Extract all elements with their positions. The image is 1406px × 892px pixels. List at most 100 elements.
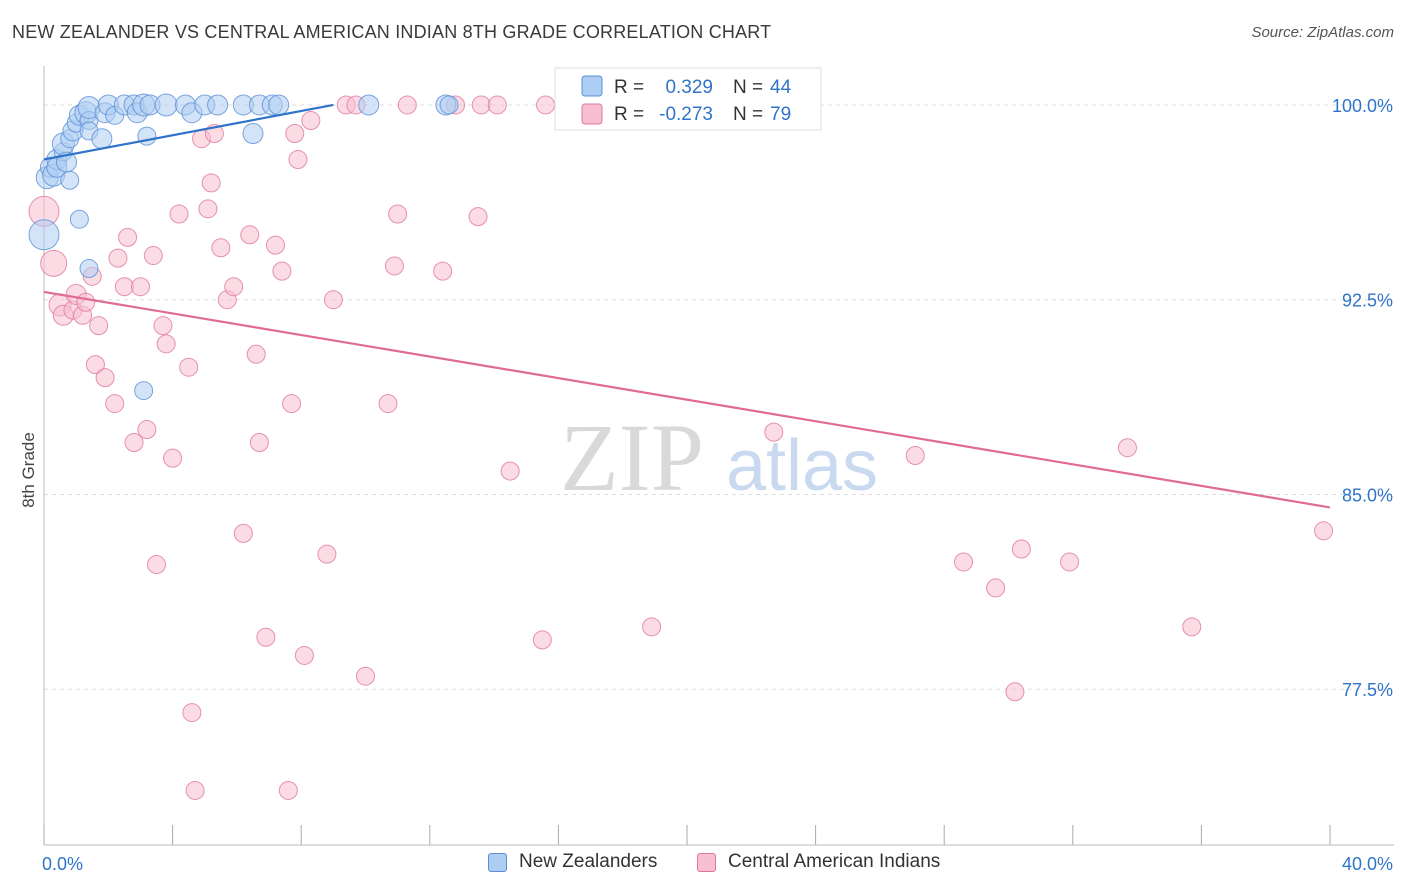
- data-point: [134, 381, 154, 401]
- legend-swatch-central-american-indians: [697, 852, 716, 872]
- data-point: [28, 219, 60, 251]
- y-tick-label: 77.5%: [1342, 680, 1393, 700]
- data-point: [500, 461, 520, 481]
- y-axis-title: 8th Grade: [19, 432, 38, 508]
- data-point: [388, 204, 408, 224]
- data-point: [246, 344, 266, 364]
- data-point: [89, 316, 109, 336]
- data-point: [487, 95, 507, 115]
- legend-swatch-new-zealanders: [488, 852, 507, 872]
- data-point: [156, 334, 176, 354]
- legend-item-new-zealanders[interactable]: New Zealanders: [488, 851, 657, 873]
- data-point: [137, 126, 157, 146]
- data-point: [1005, 682, 1025, 702]
- y-tick-label: 100.0%: [1332, 96, 1393, 116]
- data-point: [356, 666, 375, 686]
- data-point: [468, 207, 488, 227]
- data-point: [147, 555, 167, 575]
- data-point: [79, 259, 99, 279]
- data-point: [317, 544, 337, 564]
- data-point: [242, 123, 264, 145]
- data-point: [143, 246, 163, 266]
- data-point: [256, 627, 276, 647]
- data-point: [358, 94, 380, 116]
- data-point: [268, 94, 290, 116]
- data-point: [265, 235, 285, 255]
- legend-label-central-american-indians: Central American Indians: [728, 851, 941, 872]
- legend-n-value-2: 79: [770, 104, 791, 125]
- x-tick-labels: 0.0% 40.0%: [42, 854, 1393, 874]
- data-point: [764, 422, 784, 442]
- data-point: [60, 170, 80, 190]
- x-tick-label-min: 0.0%: [42, 854, 83, 874]
- data-point: [953, 552, 973, 572]
- data-point: [642, 617, 662, 637]
- data-point: [163, 448, 183, 468]
- source-credit: Source: ZipAtlas.com: [1251, 24, 1394, 41]
- data-point: [201, 173, 221, 193]
- data-point: [1182, 617, 1202, 637]
- data-point: [105, 394, 125, 414]
- data-point: [1117, 438, 1137, 458]
- data-point: [433, 261, 453, 281]
- legend-r-value-2: -0.273: [659, 104, 713, 125]
- data-point: [91, 128, 113, 150]
- trend-line-blue: [43, 103, 334, 161]
- axes: [43, 66, 1394, 846]
- data-point: [153, 316, 173, 336]
- data-point: [397, 95, 417, 115]
- legend-item-central-american-indians[interactable]: Central American Indians: [697, 851, 940, 873]
- data-point: [536, 95, 556, 115]
- x-tick-label-max: 40.0%: [1342, 854, 1393, 874]
- trend-line-pink: [43, 290, 1331, 509]
- data-point: [288, 149, 308, 169]
- data-point: [130, 277, 150, 297]
- data-point: [207, 94, 229, 116]
- data-point: [108, 248, 128, 268]
- y-tick-label: 92.5%: [1342, 291, 1393, 311]
- data-point: [1011, 539, 1031, 559]
- legend-swatch-blue: [581, 75, 603, 97]
- data-point: [40, 249, 68, 277]
- legend-r-value-1: 0.329: [665, 77, 713, 98]
- new-zealanders-points: [28, 93, 459, 401]
- data-point: [249, 433, 269, 453]
- data-point: [323, 290, 343, 310]
- trend-lines: [43, 103, 1331, 509]
- data-point: [471, 95, 491, 115]
- gridlines: [44, 104, 1394, 690]
- data-point: [185, 780, 205, 800]
- data-point: [986, 578, 1006, 598]
- chart-title: NEW ZEALANDER VS CENTRAL AMERICAN INDIAN…: [12, 22, 772, 42]
- data-point: [240, 225, 260, 245]
- data-point: [285, 124, 305, 144]
- legend-label-new-zealanders: New Zealanders: [519, 851, 658, 872]
- data-point: [211, 238, 231, 258]
- data-point: [198, 199, 218, 219]
- data-point: [137, 420, 157, 440]
- data-point: [439, 95, 459, 115]
- data-point: [294, 645, 314, 665]
- data-point: [278, 780, 298, 800]
- data-point: [114, 277, 134, 297]
- correlation-legend: R = 0.329 N = 44 R = -0.273 N = 79: [554, 67, 822, 131]
- data-point: [154, 93, 178, 117]
- data-point: [1314, 521, 1334, 541]
- data-point: [69, 209, 89, 229]
- data-point: [384, 256, 404, 276]
- data-point: [272, 261, 292, 281]
- y-tick-labels: 100.0% 92.5% 85.0% 77.5%: [1332, 96, 1393, 700]
- legend-n-value-1: 44: [770, 77, 792, 98]
- data-point: [76, 292, 96, 312]
- data-point: [282, 394, 302, 414]
- legend-n-label-1: N =: [733, 77, 763, 98]
- data-point: [124, 433, 144, 453]
- data-point: [532, 630, 552, 650]
- data-point: [85, 355, 105, 375]
- watermark: ZIP atlas: [560, 404, 878, 511]
- watermark-zip: ZIP: [560, 404, 704, 511]
- legend-n-label-2: N =: [733, 104, 763, 125]
- data-point: [182, 703, 202, 723]
- legend-r-label-1: R =: [614, 77, 644, 98]
